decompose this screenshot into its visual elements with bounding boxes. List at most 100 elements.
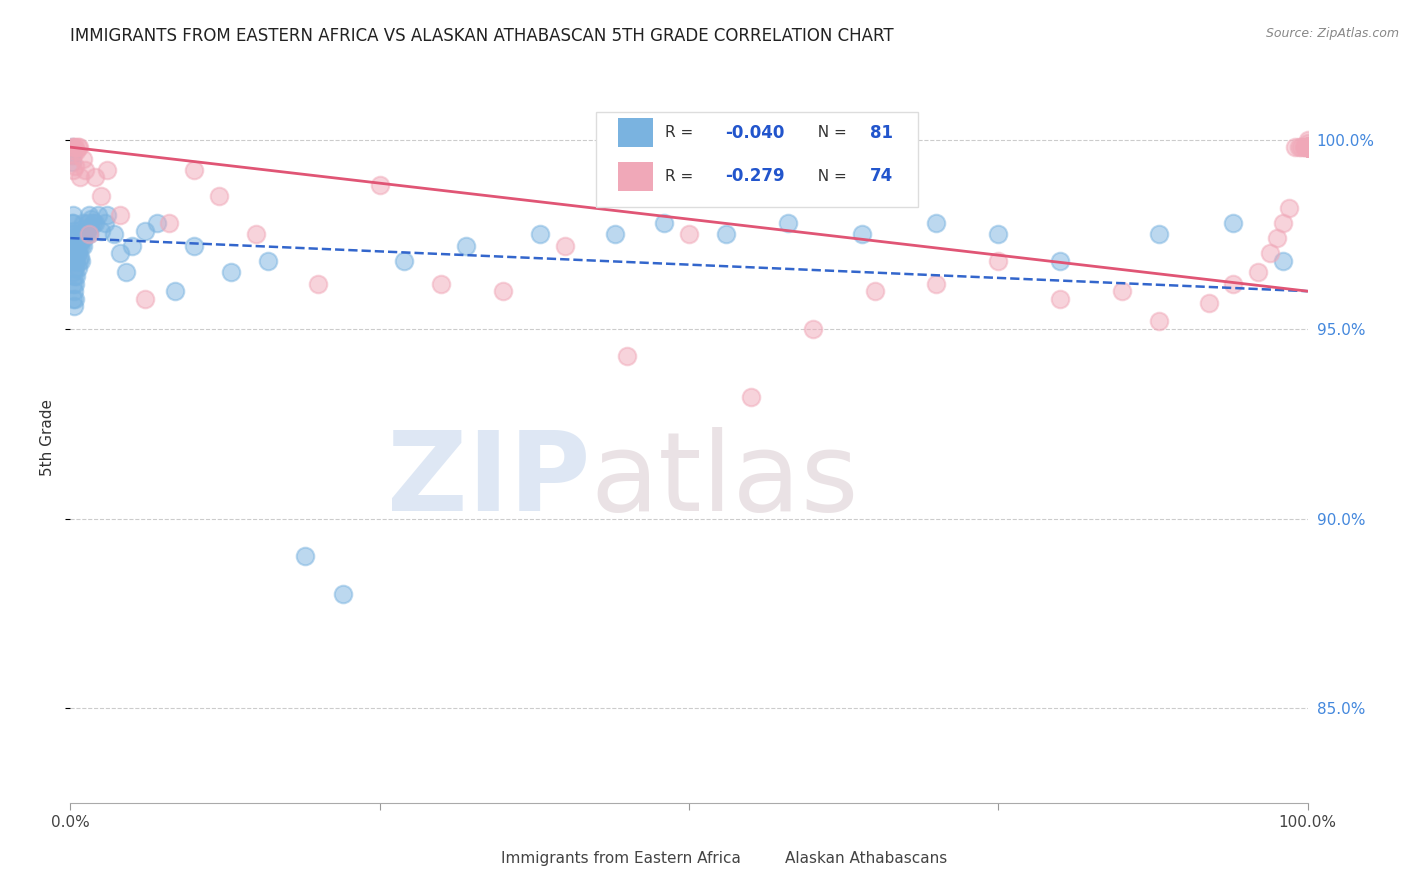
Point: [1296, 140, 1319, 154]
Point: [90, 189, 112, 203]
Point: [75, 223, 97, 237]
Text: 81: 81: [869, 123, 893, 142]
Point: [1296, 140, 1319, 154]
Point: [1288, 140, 1310, 154]
Point: [1247, 265, 1270, 279]
Point: [1296, 140, 1319, 154]
Point: [62, 253, 84, 268]
Point: [103, 227, 125, 242]
Point: [94, 216, 117, 230]
Point: [987, 253, 1010, 268]
Point: [82, 216, 104, 230]
Text: -0.040: -0.040: [725, 123, 785, 142]
Point: [257, 253, 280, 268]
Point: [456, 238, 478, 252]
Point: [63, 284, 86, 298]
Text: 74: 74: [869, 168, 893, 186]
Text: R =: R =: [665, 125, 699, 140]
Point: [851, 227, 873, 242]
Point: [75, 162, 97, 177]
Point: [603, 227, 626, 242]
Text: N =: N =: [807, 169, 852, 184]
Point: [77, 208, 100, 222]
Point: [1284, 140, 1306, 154]
Point: [1296, 140, 1319, 154]
Point: [65, 246, 87, 260]
Point: [65, 140, 87, 154]
Point: [1271, 216, 1294, 230]
Point: [73, 231, 96, 245]
Point: [60, 155, 83, 169]
Point: [70, 238, 93, 252]
Point: [678, 227, 700, 242]
Point: [740, 390, 762, 404]
Point: [1111, 284, 1133, 298]
Point: [1294, 140, 1316, 154]
Point: [1198, 295, 1220, 310]
Point: [77, 227, 100, 242]
Point: [332, 587, 354, 601]
Point: [115, 265, 138, 279]
Point: [134, 223, 156, 237]
Point: [925, 216, 948, 230]
Point: [60, 250, 83, 264]
Point: [1296, 140, 1319, 154]
Point: [1296, 140, 1319, 154]
Point: [72, 152, 94, 166]
Point: [368, 178, 391, 192]
Point: [294, 549, 316, 564]
Text: R =: R =: [665, 169, 699, 184]
Point: [134, 292, 156, 306]
Point: [62, 208, 84, 222]
Text: atlas: atlas: [591, 427, 859, 534]
Point: [1296, 140, 1319, 154]
Point: [63, 299, 86, 313]
Point: [801, 322, 824, 336]
Point: [1049, 253, 1071, 268]
Point: [67, 227, 90, 242]
Point: [63, 268, 86, 283]
Point: [1222, 216, 1244, 230]
Point: [96, 162, 118, 177]
Point: [69, 235, 91, 249]
Point: [65, 238, 87, 252]
Text: ZIP: ZIP: [387, 427, 591, 534]
Point: [63, 140, 86, 154]
Point: [1271, 253, 1294, 268]
Point: [1049, 292, 1071, 306]
Point: [65, 261, 87, 276]
Point: [987, 227, 1010, 242]
Point: [1296, 140, 1319, 154]
Point: [652, 216, 675, 230]
Point: [70, 253, 93, 268]
Point: [245, 227, 267, 242]
Point: [121, 238, 143, 252]
Point: [65, 144, 87, 158]
Point: [1278, 201, 1301, 215]
Point: [62, 265, 84, 279]
Point: [65, 277, 87, 291]
Point: [1296, 140, 1319, 154]
Point: [62, 238, 84, 252]
Point: [714, 227, 737, 242]
Point: [62, 216, 84, 230]
Point: [1296, 132, 1319, 146]
Point: [65, 292, 87, 306]
Point: [62, 292, 84, 306]
Point: [84, 216, 107, 230]
Point: [60, 140, 83, 154]
Point: [76, 216, 98, 230]
Point: [183, 238, 205, 252]
Point: [86, 208, 108, 222]
Point: [67, 238, 90, 252]
Point: [1296, 140, 1319, 154]
Text: Source: ZipAtlas.com: Source: ZipAtlas.com: [1265, 27, 1399, 40]
Point: [65, 231, 87, 245]
Point: [1296, 140, 1319, 154]
Point: [62, 147, 84, 161]
Point: [1296, 140, 1319, 154]
Point: [63, 223, 86, 237]
Point: [1292, 140, 1315, 154]
Point: [529, 227, 551, 242]
Point: [75, 227, 97, 242]
